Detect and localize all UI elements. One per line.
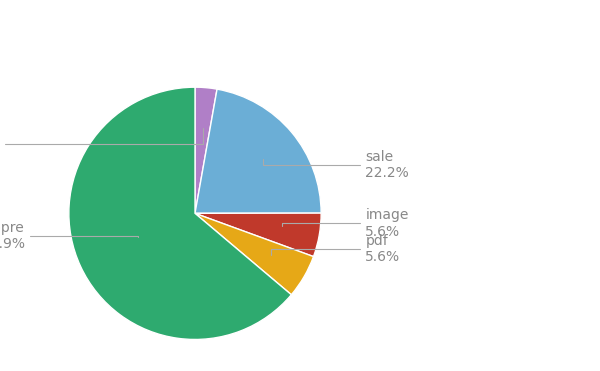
Text: pdf
5.6%: pdf 5.6% bbox=[271, 233, 400, 264]
Wedge shape bbox=[195, 87, 217, 213]
Wedge shape bbox=[195, 89, 321, 213]
Text: propre
63.9%: propre 63.9% bbox=[0, 221, 137, 251]
Text: s.t.
2.8%: s.t. 2.8% bbox=[0, 128, 203, 159]
Text: image
5.6%: image 5.6% bbox=[282, 208, 409, 239]
Wedge shape bbox=[69, 87, 292, 339]
Wedge shape bbox=[195, 213, 313, 295]
Text: sale
22.2%: sale 22.2% bbox=[263, 150, 409, 181]
Wedge shape bbox=[195, 213, 321, 257]
